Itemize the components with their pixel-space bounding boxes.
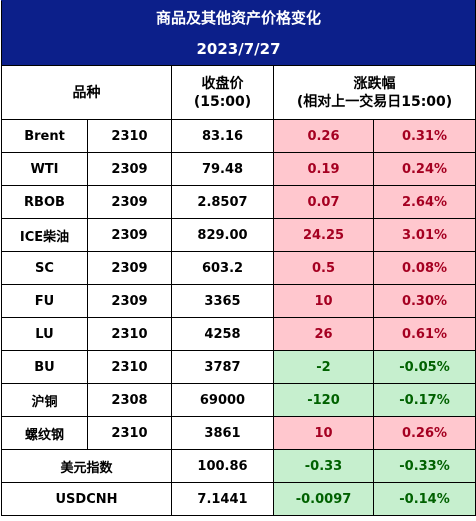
change-value: -0.0097 bbox=[273, 482, 374, 516]
contract-month: 2309 bbox=[87, 152, 172, 186]
close-price: 3365 bbox=[171, 284, 274, 318]
change-percent: 0.26% bbox=[373, 416, 476, 450]
table-row: 螺纹钢 2310 3861 10 0.26% bbox=[1, 416, 476, 450]
table-row: FU 2309 3365 10 0.30% bbox=[1, 284, 476, 318]
close-price: 83.16 bbox=[171, 119, 274, 153]
change-value: 26 bbox=[273, 317, 374, 351]
table-row: 沪铜 2308 69000 -120 -0.17% bbox=[1, 383, 476, 417]
contract-month: 2309 bbox=[87, 251, 172, 285]
table-row: USDCNH 7.1441 -0.0097 -0.14% bbox=[1, 482, 476, 516]
date-row: 2023/7/27 bbox=[1, 33, 476, 66]
contract-month: 2310 bbox=[87, 416, 172, 450]
variety-name: Brent bbox=[1, 119, 88, 153]
variety-name: LU bbox=[1, 317, 88, 351]
change-header-label: 涨跌幅 bbox=[353, 75, 396, 92]
change-percent: 0.24% bbox=[373, 152, 476, 186]
variety-name: SC bbox=[1, 251, 88, 285]
contract-month: 2309 bbox=[87, 218, 172, 252]
change-value: 0.07 bbox=[273, 185, 374, 219]
title-row: 商品及其他资产价格变化 bbox=[1, 0, 476, 33]
change-value: 0.26 bbox=[273, 119, 374, 153]
close-price: 829.00 bbox=[171, 218, 274, 252]
change-percent: -0.14% bbox=[373, 482, 476, 516]
header-row: 品种 收盘价 (15:00) 涨跌幅 (相对上一交易日15:00) bbox=[1, 65, 476, 120]
table-row: LU 2310 4258 26 0.61% bbox=[1, 317, 476, 351]
change-percent: -0.17% bbox=[373, 383, 476, 417]
close-price-header: 收盘价 (15:00) bbox=[171, 65, 274, 120]
change-value: 0.19 bbox=[273, 152, 374, 186]
variety-name: RBOB bbox=[1, 185, 88, 219]
close-price-header-label: 收盘价 bbox=[201, 75, 244, 92]
close-price: 7.1441 bbox=[171, 482, 274, 516]
close-price: 79.48 bbox=[171, 152, 274, 186]
table-date: 2023/7/27 bbox=[1, 33, 476, 66]
variety-name: 美元指数 bbox=[1, 449, 172, 483]
contract-month: 2308 bbox=[87, 383, 172, 417]
variety-name: WTI bbox=[1, 152, 88, 186]
close-price: 69000 bbox=[171, 383, 274, 417]
table-row: Brent 2310 83.16 0.26 0.31% bbox=[1, 119, 476, 153]
table-row: WTI 2309 79.48 0.19 0.24% bbox=[1, 152, 476, 186]
change-percent: 2.64% bbox=[373, 185, 476, 219]
contract-month: 2310 bbox=[87, 119, 172, 153]
change-percent: 0.30% bbox=[373, 284, 476, 318]
contract-month: 2309 bbox=[87, 284, 172, 318]
change-percent: 0.08% bbox=[373, 251, 476, 285]
table-row: SC 2309 603.2 0.5 0.08% bbox=[1, 251, 476, 285]
variety-name: ICE柴油 bbox=[1, 218, 88, 252]
close-price: 603.2 bbox=[171, 251, 274, 285]
close-price: 3787 bbox=[171, 350, 274, 384]
contract-month: 2310 bbox=[87, 317, 172, 351]
variety-name: 螺纹钢 bbox=[1, 416, 88, 450]
change-header-reference: (相对上一交易日15:00) bbox=[296, 93, 453, 110]
change-percent: -0.05% bbox=[373, 350, 476, 384]
change-percent: 0.31% bbox=[373, 119, 476, 153]
variety-name: 沪铜 bbox=[1, 383, 88, 417]
change-value: 10 bbox=[273, 284, 374, 318]
table-row: RBOB 2309 2.8507 0.07 2.64% bbox=[1, 185, 476, 219]
close-price-header-time: (15:00) bbox=[193, 93, 252, 110]
change-percent: 3.01% bbox=[373, 218, 476, 252]
close-price: 4258 bbox=[171, 317, 274, 351]
change-header: 涨跌幅 (相对上一交易日15:00) bbox=[273, 65, 476, 120]
change-percent: 0.61% bbox=[373, 317, 476, 351]
contract-month: 2309 bbox=[87, 185, 172, 219]
change-value: -0.33 bbox=[273, 449, 374, 483]
table-row: BU 2310 3787 -2 -0.05% bbox=[1, 350, 476, 384]
variety-name: BU bbox=[1, 350, 88, 384]
variety-header: 品种 bbox=[1, 65, 172, 120]
variety-name: FU bbox=[1, 284, 88, 318]
change-value: -2 bbox=[273, 350, 374, 384]
change-percent: -0.33% bbox=[373, 449, 476, 483]
table-row: ICE柴油 2309 829.00 24.25 3.01% bbox=[1, 218, 476, 252]
change-value: -120 bbox=[273, 383, 374, 417]
close-price: 100.86 bbox=[171, 449, 274, 483]
change-value: 10 bbox=[273, 416, 374, 450]
change-value: 0.5 bbox=[273, 251, 374, 285]
close-price: 2.8507 bbox=[171, 185, 274, 219]
change-value: 24.25 bbox=[273, 218, 374, 252]
table-title: 商品及其他资产价格变化 bbox=[1, 0, 476, 33]
close-price: 3861 bbox=[171, 416, 274, 450]
table-row: 美元指数 100.86 -0.33 -0.33% bbox=[1, 449, 476, 483]
contract-month: 2310 bbox=[87, 350, 172, 384]
variety-name: USDCNH bbox=[1, 482, 172, 516]
